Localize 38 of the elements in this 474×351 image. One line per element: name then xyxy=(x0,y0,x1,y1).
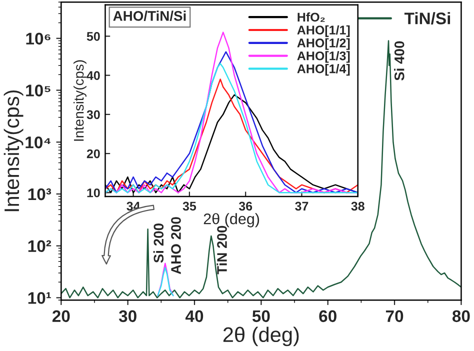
x-tick-label: 37 xyxy=(295,202,308,211)
y-tick-label: 10² xyxy=(28,240,52,252)
y-tick-label: 10³ xyxy=(28,188,52,200)
x-tick-label: 36 xyxy=(238,202,252,211)
x-tick-label: 35 xyxy=(182,202,196,211)
x-axis-title: 2θ (deg) xyxy=(204,213,260,228)
y-tick-label: 30 xyxy=(86,110,100,120)
y-tick-label: 10⁴ xyxy=(26,136,50,148)
x-tick-label: 40 xyxy=(185,310,204,322)
annotation: Si 400 xyxy=(394,41,404,80)
x-tick-label: 30 xyxy=(118,310,136,322)
annotation: Si 200 xyxy=(153,224,164,263)
x-tick-label: 60 xyxy=(319,310,336,322)
y-tick-label: 10⁵ xyxy=(26,84,50,96)
legend-label: AHO[1/1] xyxy=(297,25,350,37)
legend-label: TiN/Si xyxy=(404,12,450,25)
y-axis-title: Intensity(cps) xyxy=(4,90,24,212)
x-tick-label: 70 xyxy=(386,310,404,322)
y-tick-label: 10 xyxy=(87,188,100,198)
y-tick-label: 40 xyxy=(86,71,100,80)
legend-label: AHO[1/4] xyxy=(297,64,350,76)
line-series xyxy=(61,40,462,298)
y-tick-label: 10⁶ xyxy=(26,32,50,45)
y-tick-label: 10¹ xyxy=(28,292,51,304)
y-axis-title: Intensity(cps) xyxy=(74,60,86,141)
y-tick-label: 50 xyxy=(86,32,100,41)
annotation: AHO 200 xyxy=(171,217,181,274)
annotation: AHO/TiN/Si xyxy=(113,10,186,22)
x-tick-label: 38 xyxy=(351,202,364,211)
x-axis-title: 2θ (deg) xyxy=(223,326,299,346)
annotation: TiN 200 xyxy=(216,226,227,274)
y-tick-label: 20 xyxy=(86,149,100,158)
legend-label: AHO[1/2] xyxy=(297,38,350,50)
x-tick-label: 80 xyxy=(452,310,470,322)
legend-label: AHO[1/3] xyxy=(297,51,350,63)
x-tick-label: 20 xyxy=(52,310,70,322)
legend-label: HfO₂ xyxy=(298,12,325,22)
x-tick-label: 50 xyxy=(252,310,270,322)
